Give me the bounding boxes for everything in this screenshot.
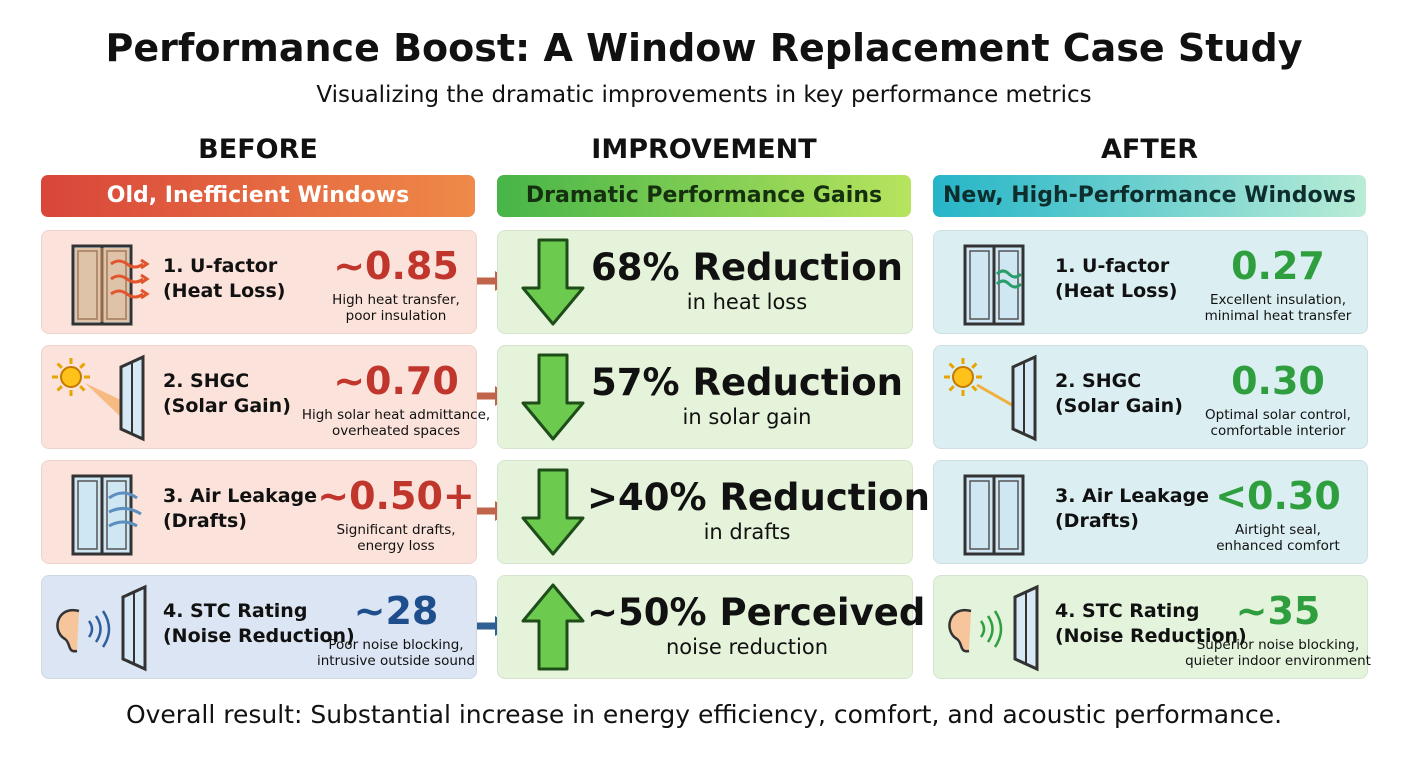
after-icon (941, 464, 1051, 558)
after-icon-graphic (963, 244, 1025, 326)
metric-detail: (Solar Gain) (163, 395, 291, 417)
metric-name: 3. Air Leakage (163, 485, 318, 507)
metric-name: 1. U-factor (163, 255, 278, 277)
column-banner: New, High-Performance Windows (933, 175, 1366, 217)
subtitle: Visualizing the dramatic improvements in… (316, 82, 1092, 108)
before-card (41, 575, 477, 679)
improvement-caption: noise reduction (665, 635, 829, 659)
metric-note: Significant drafts, (336, 522, 456, 538)
after-icon (941, 579, 1051, 673)
column-heading: AFTER (1101, 134, 1198, 165)
improvement-headline: ~50% Perceived (587, 591, 926, 634)
metric-note: Poor noise blocking, (328, 637, 464, 653)
after-icon-graphic (944, 354, 1037, 442)
metric-note: minimal heat transfer (1204, 308, 1352, 324)
improvement-headline: 57% Reduction (591, 361, 903, 404)
column-heading: IMPROVEMENT (591, 134, 817, 165)
metric-name: 4. STC Rating (163, 600, 308, 622)
metric-value: ~28 (353, 589, 439, 633)
metric-name: 3. Air Leakage (1055, 485, 1210, 507)
metric-value: <0.30 (1215, 474, 1341, 518)
trend-arrow-graphic (521, 583, 585, 671)
footer: Overall result: Substantial increase in … (125, 700, 1283, 729)
metric-value: ~0.50+ (317, 474, 475, 518)
improvement-headline: >40% Reduction (587, 476, 930, 519)
after-card (933, 575, 1368, 679)
after-icon (941, 234, 1051, 328)
trend-arrow-graphic (521, 238, 585, 326)
metric-detail: (Heat Loss) (163, 280, 286, 302)
metric-name: 1. U-factor (1055, 255, 1170, 277)
after-icon-graphic (948, 584, 1039, 672)
after-icon-graphic (963, 474, 1025, 556)
metric-detail: (Heat Loss) (1055, 280, 1178, 302)
trend-arrow (519, 351, 589, 443)
trend-arrow (519, 236, 589, 328)
before-icon (49, 234, 159, 328)
metric-detail: (Drafts) (1055, 510, 1139, 532)
metric-value: ~0.70 (333, 359, 459, 403)
improvement-caption: in drafts (703, 520, 791, 544)
metric-note: High heat transfer, (332, 292, 460, 308)
metric-value: 0.27 (1231, 244, 1325, 288)
metric-note: Optimal solar control, (1205, 407, 1351, 423)
metric-value: ~0.85 (333, 244, 459, 288)
improvement-caption: in heat loss (686, 290, 808, 314)
metric-note: overheated spaces (331, 423, 461, 439)
trend-arrow-graphic (521, 468, 585, 556)
metric-detail: (Solar Gain) (1055, 395, 1183, 417)
metric-value: 0.30 (1231, 359, 1325, 403)
metric-note: poor insulation (345, 308, 447, 324)
before-icon (49, 349, 159, 443)
after-card (933, 345, 1368, 449)
column-heading: BEFORE (198, 134, 318, 165)
metric-note: Superior noise blocking, (1196, 637, 1360, 653)
before-icon-graphic (52, 354, 145, 442)
trend-arrow-graphic (521, 353, 585, 441)
before-icon (49, 579, 159, 673)
metric-detail: (Drafts) (163, 510, 247, 532)
column-banner: Dramatic Performance Gains (497, 175, 911, 217)
metric-note: energy loss (357, 538, 435, 554)
column-banner: Old, Inefficient Windows (41, 175, 475, 217)
before-icon-graphic (71, 474, 142, 556)
metric-note: comfortable interior (1210, 423, 1346, 439)
metric-detail: (Noise Reduction) (1055, 625, 1247, 647)
metric-note: enhanced comfort (1216, 538, 1340, 554)
metric-note: Excellent insulation, (1209, 292, 1347, 308)
improvement-caption: in solar gain (682, 405, 812, 429)
before-icon (49, 464, 159, 558)
metric-note: High solar heat admittance, (301, 407, 491, 423)
after-icon (941, 349, 1051, 443)
before-icon-graphic (56, 584, 147, 672)
metric-value: ~35 (1235, 589, 1321, 633)
metric-name: 4. STC Rating (1055, 600, 1200, 622)
metric-note: intrusive outside sound (316, 653, 476, 669)
title: Performance Boost: A Window Replacement … (105, 26, 1303, 70)
metric-name: 2. SHGC (163, 370, 250, 392)
improvement-headline: 68% Reduction (591, 246, 903, 289)
trend-arrow (519, 466, 589, 558)
metric-detail: (Noise Reduction) (163, 625, 355, 647)
metric-note: Airtight seal, (1235, 522, 1321, 538)
trend-arrow (519, 581, 589, 673)
metric-note: quieter indoor environment (1185, 653, 1371, 669)
metric-name: 2. SHGC (1055, 370, 1142, 392)
before-icon-graphic (71, 244, 150, 326)
